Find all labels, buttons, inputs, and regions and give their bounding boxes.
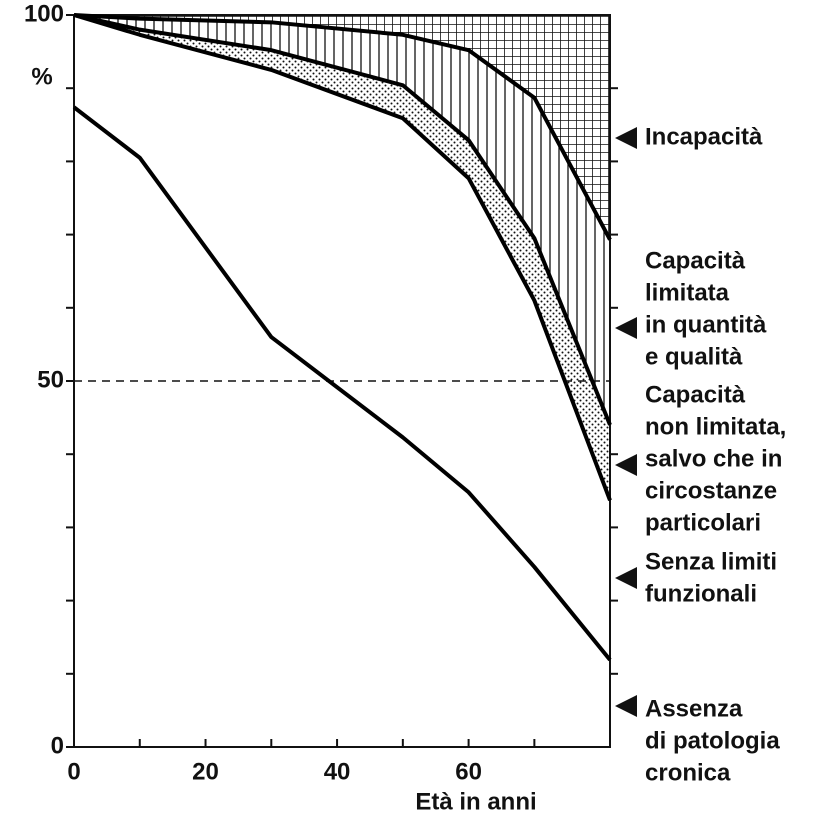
region-label: Capacità — [645, 381, 746, 408]
region-label: limitata — [645, 279, 730, 306]
x-tick-label: 0 — [67, 758, 80, 785]
series-line — [72, 105, 612, 662]
x-axis-label: Età in anni — [415, 788, 536, 815]
y-tick-label: 0 — [51, 732, 64, 759]
x-tick-label: 60 — [455, 758, 482, 785]
region-label: cronica — [645, 759, 731, 786]
label-arrow — [615, 454, 637, 476]
label-arrow — [615, 127, 637, 149]
region-label: non limitata, — [645, 413, 786, 440]
y-tick-label: 50 — [37, 366, 64, 393]
series-line — [73, 13, 612, 426]
region-label: Incapacità — [645, 123, 763, 150]
region-label: funzionali — [645, 580, 757, 607]
region-label: Assenza — [645, 695, 743, 722]
x-tick-label: 20 — [192, 758, 219, 785]
region-label: salvo che in — [645, 445, 782, 472]
label-arrow — [615, 317, 637, 339]
label-arrow — [615, 567, 637, 589]
region-label: Senza limiti — [645, 548, 777, 575]
y-unit: % — [31, 63, 52, 90]
series-line — [73, 13, 612, 502]
region-label: di patologia — [645, 727, 780, 754]
region-label: circostanze — [645, 477, 777, 504]
band-fill — [74, 15, 610, 240]
y-tick-label: 100 — [24, 0, 64, 27]
series-line — [73, 13, 612, 241]
x-tick-label: 40 — [324, 758, 351, 785]
region-label: Capacità — [645, 247, 746, 274]
region-label: particolari — [645, 509, 761, 536]
band-fill — [74, 15, 610, 425]
region-label: in quantità — [645, 311, 767, 338]
region-label: e qualità — [645, 343, 743, 370]
label-arrow — [615, 695, 637, 717]
